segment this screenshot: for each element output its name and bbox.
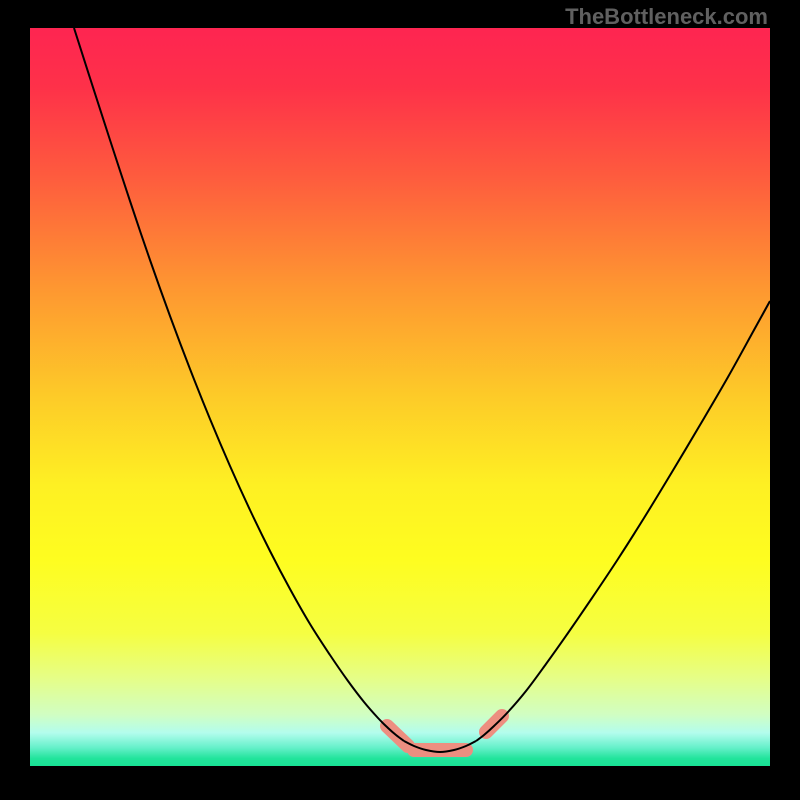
left-descending-curve (74, 28, 404, 741)
watermark-text: TheBottleneck.com (565, 4, 768, 30)
right-ascending-curve (476, 301, 770, 741)
highlight-segment-2 (486, 716, 502, 732)
chart-root: { "chart": { "type": "line", "canvas_siz… (0, 0, 800, 800)
curve-layer (30, 28, 770, 766)
plot-area (30, 28, 770, 766)
